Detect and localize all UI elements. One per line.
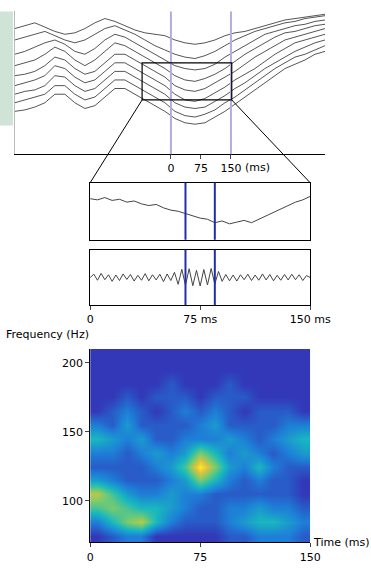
svg-text:150: 150 <box>62 426 83 439</box>
svg-text:200: 200 <box>62 357 83 370</box>
svg-text:150: 150 <box>300 551 321 564</box>
svg-text:0: 0 <box>167 162 174 175</box>
svg-text:0: 0 <box>87 551 94 564</box>
svg-text:0: 0 <box>87 313 94 326</box>
svg-text:(ms): (ms) <box>245 161 270 174</box>
svg-text:Frequency (Hz): Frequency (Hz) <box>6 328 89 341</box>
svg-text:100: 100 <box>62 495 83 508</box>
svg-text:75 ms: 75 ms <box>183 313 217 326</box>
svg-text:150 ms: 150 ms <box>290 313 331 326</box>
svg-text:75: 75 <box>194 162 208 175</box>
svg-text:75: 75 <box>193 551 207 564</box>
svg-text:Time (ms): Time (ms) <box>313 536 369 549</box>
svg-text:150: 150 <box>220 162 241 175</box>
